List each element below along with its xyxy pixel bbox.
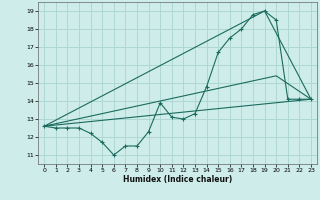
X-axis label: Humidex (Indice chaleur): Humidex (Indice chaleur) [123,175,232,184]
